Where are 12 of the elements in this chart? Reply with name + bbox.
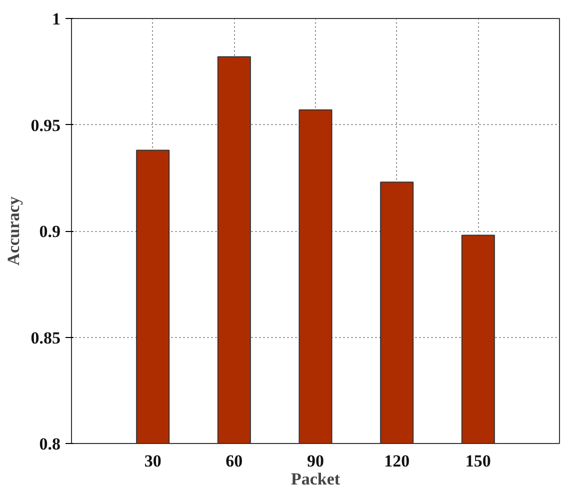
y-tick-label: 0.9	[39, 222, 60, 241]
y-tick-label: 0.85	[30, 328, 60, 348]
x-tick-label: 60	[226, 452, 243, 470]
x-tick-label: 120	[384, 452, 410, 470]
y-axis-title: Accuracy	[4, 196, 23, 266]
y-tick-label: 1	[52, 10, 60, 28]
y-tick-label: 0.95	[30, 116, 60, 135]
x-axis-title: Packet	[290, 470, 340, 488]
x-tick-label: 150	[465, 452, 491, 470]
x-tick-label: 30	[144, 452, 162, 470]
x-tick-label: 90	[307, 452, 324, 470]
y-tick-label: 0.8	[39, 434, 60, 454]
